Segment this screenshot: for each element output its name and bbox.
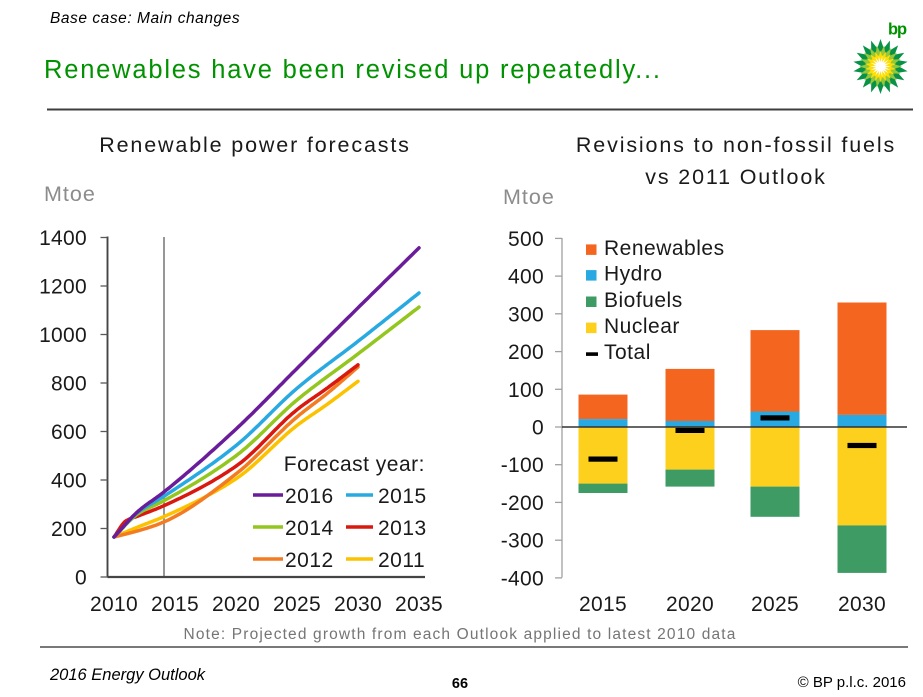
svg-text:66: 66 [452, 676, 468, 692]
svg-text:2014: 2014 [285, 517, 334, 540]
svg-text:200: 200 [51, 518, 87, 541]
svg-text:2030: 2030 [334, 593, 382, 616]
svg-text:Forecast year:: Forecast year: [284, 453, 425, 476]
svg-text:1000: 1000 [39, 324, 87, 347]
svg-text:Renewable power forecasts: Renewable power forecasts [99, 133, 411, 157]
svg-text:1400: 1400 [39, 227, 87, 250]
svg-text:2015: 2015 [579, 593, 627, 616]
svg-text:2016: 2016 [285, 485, 334, 508]
svg-text:Renewables have been revised u: Renewables have been revised up repeated… [44, 56, 662, 84]
svg-text:400: 400 [51, 470, 87, 493]
svg-text:2020: 2020 [212, 593, 260, 616]
svg-text:0: 0 [532, 417, 544, 440]
svg-text:2016 Energy Outlook: 2016 Energy Outlook [49, 666, 206, 684]
svg-text:Total: Total [604, 341, 651, 364]
svg-text:2035: 2035 [395, 593, 443, 616]
svg-text:Hydro: Hydro [604, 263, 663, 286]
svg-text:0: 0 [75, 567, 87, 590]
svg-text:2013: 2013 [378, 517, 427, 540]
svg-text:-200: -200 [501, 492, 544, 515]
svg-text:-400: -400 [501, 567, 544, 590]
svg-text:Revisions to non-fossil fuels: Revisions to non-fossil fuels [576, 133, 896, 157]
svg-text:2030: 2030 [838, 593, 886, 616]
svg-text:-300: -300 [501, 530, 544, 553]
svg-text:100: 100 [508, 379, 544, 402]
svg-text:2025: 2025 [751, 593, 799, 616]
svg-text:bp: bp [888, 21, 907, 39]
svg-text:800: 800 [51, 373, 87, 396]
svg-text:Biofuels: Biofuels [604, 289, 683, 312]
svg-text:2025: 2025 [273, 593, 321, 616]
svg-text:Nuclear: Nuclear [604, 315, 680, 338]
svg-text:2011: 2011 [378, 549, 425, 572]
svg-text:Note: Projected growth from ea: Note: Projected growth from each Outlook… [184, 626, 737, 643]
svg-text:500: 500 [508, 228, 544, 251]
svg-text:vs 2011 Outlook: vs 2011 Outlook [645, 165, 827, 189]
svg-text:600: 600 [51, 421, 87, 444]
svg-text:1200: 1200 [39, 276, 87, 299]
svg-text:© BP p.l.c. 2016: © BP p.l.c. 2016 [798, 674, 906, 691]
svg-text:Base case: Main changes: Base case: Main changes [50, 10, 240, 27]
svg-text:200: 200 [508, 341, 544, 364]
svg-text:2012: 2012 [285, 549, 334, 572]
svg-text:2015: 2015 [151, 593, 199, 616]
svg-text:400: 400 [508, 266, 544, 289]
svg-text:2020: 2020 [666, 593, 714, 616]
svg-text:Mtoe: Mtoe [44, 182, 96, 206]
svg-text:-100: -100 [501, 454, 544, 477]
svg-text:Mtoe: Mtoe [503, 185, 555, 209]
svg-text:300: 300 [508, 303, 544, 326]
svg-text:2010: 2010 [90, 593, 138, 616]
svg-text:Renewables: Renewables [604, 237, 725, 260]
svg-text:2015: 2015 [378, 485, 427, 508]
